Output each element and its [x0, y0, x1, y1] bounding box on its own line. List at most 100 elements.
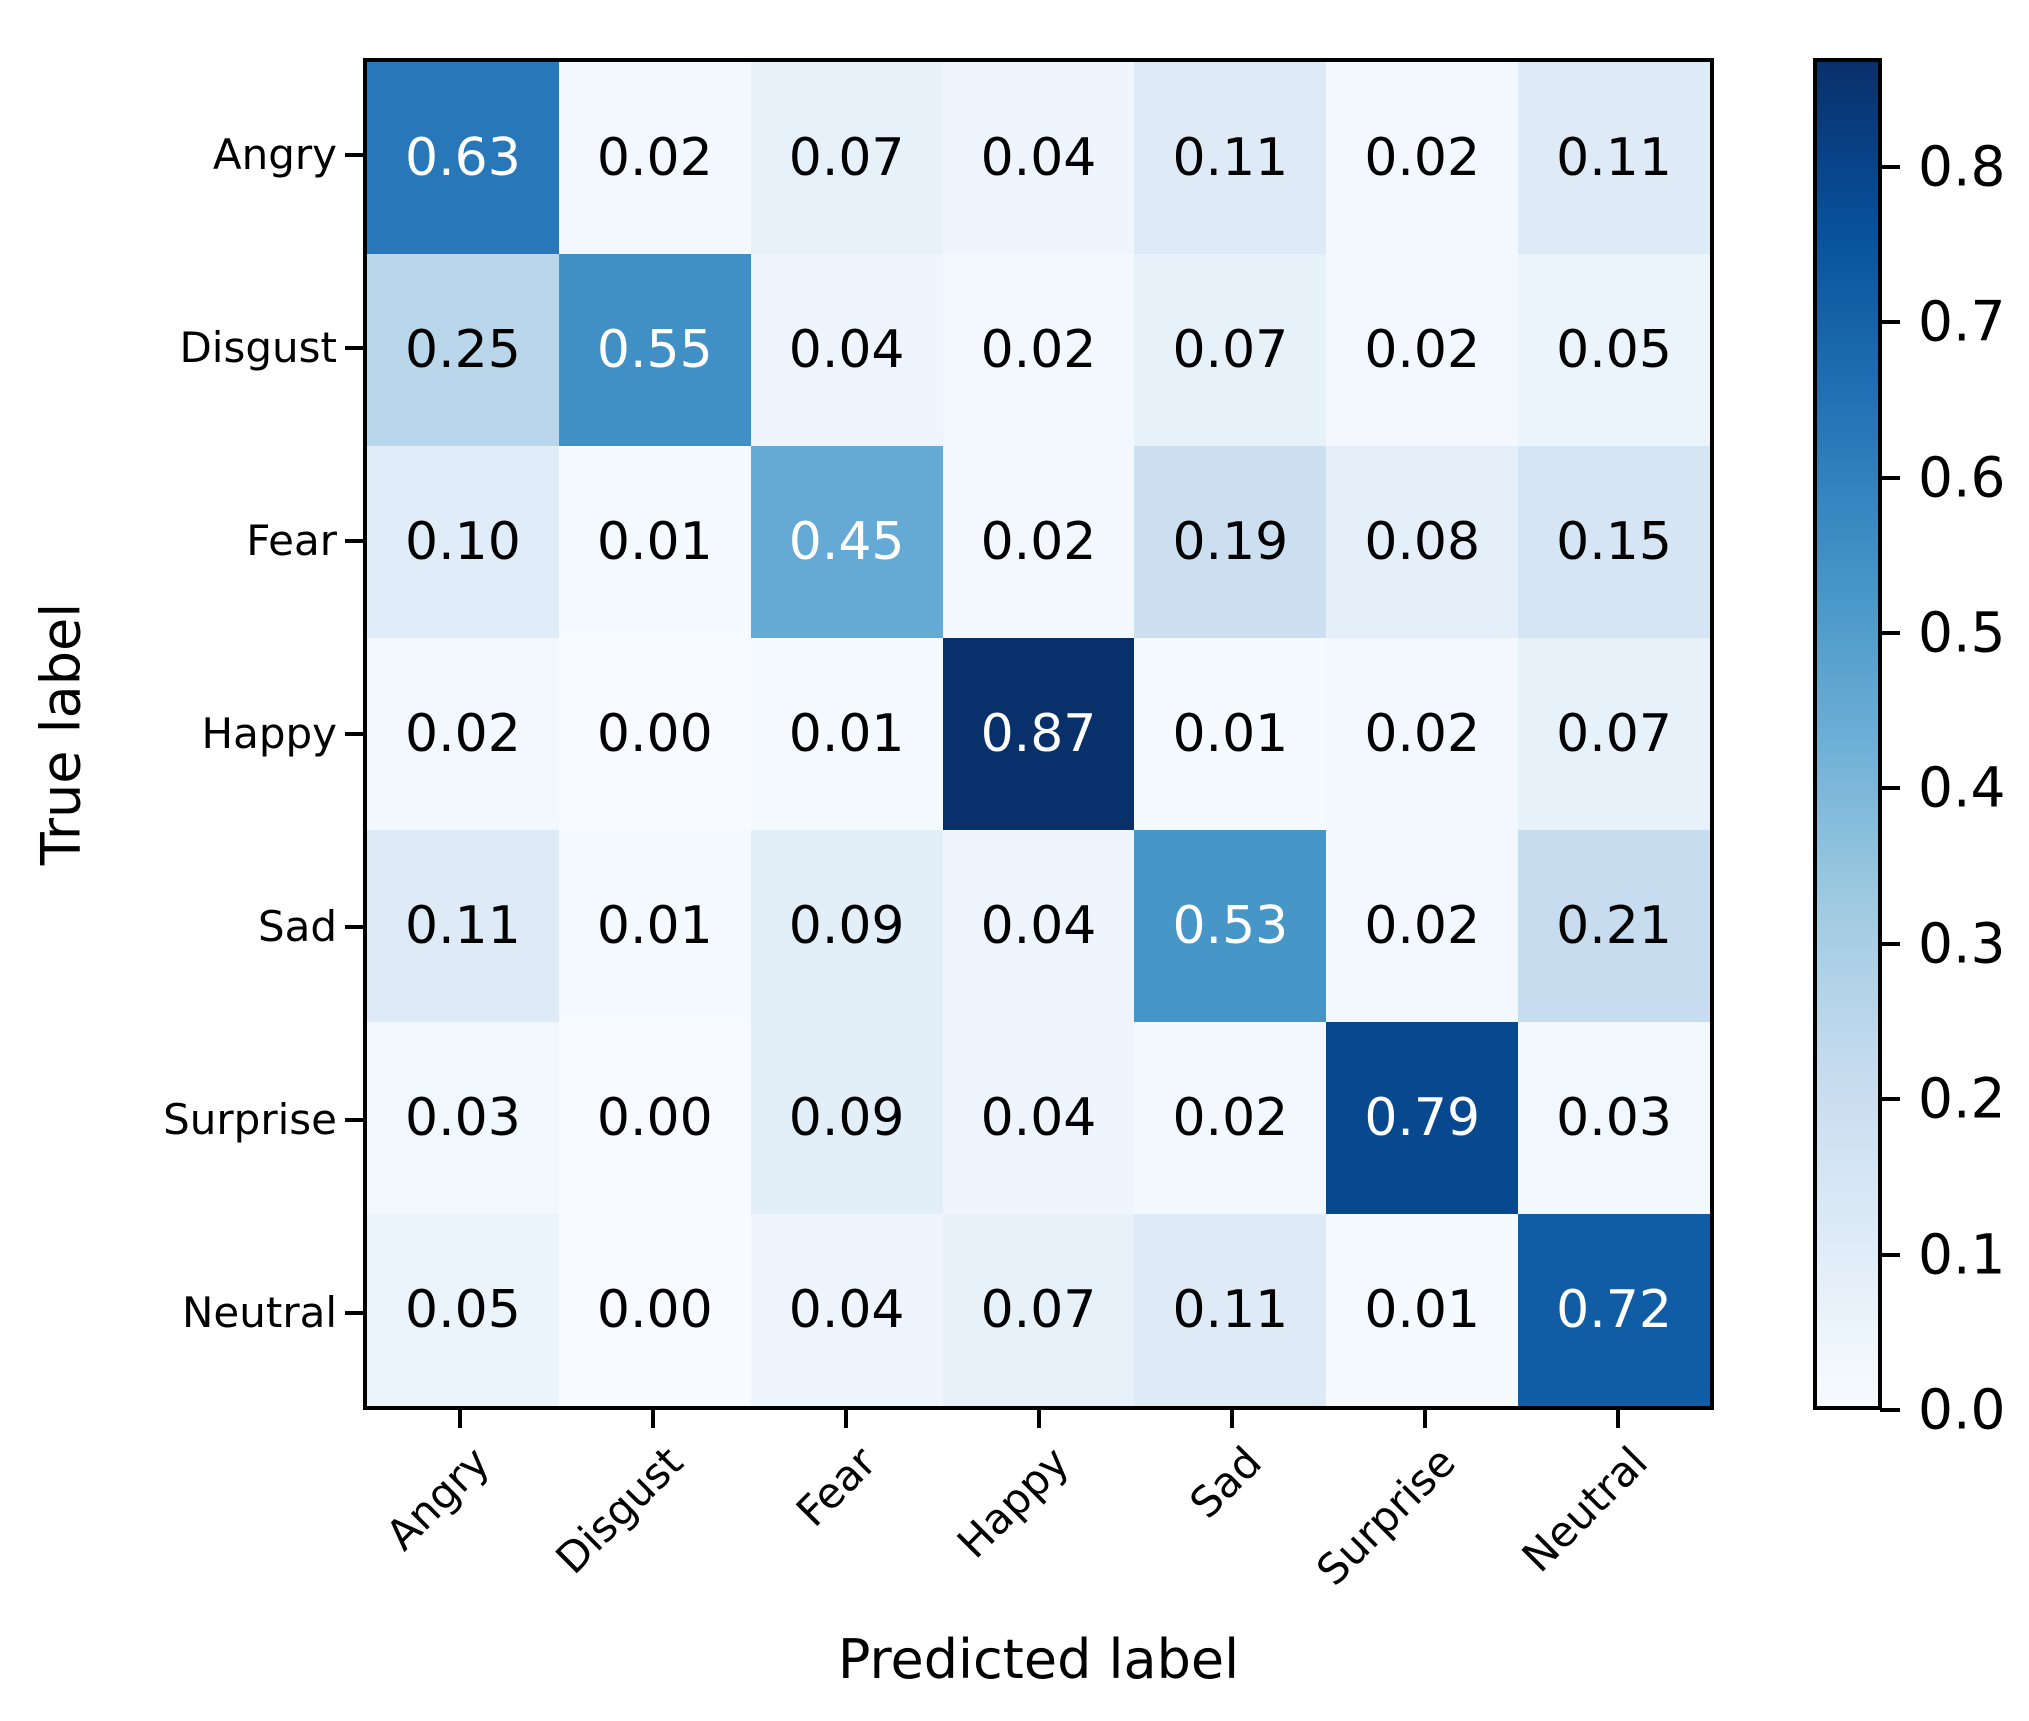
- heatmap-cell: 0.01: [558, 830, 751, 1022]
- heatmap-cell: 0.04: [942, 830, 1135, 1022]
- x-tick-mark: [1615, 1410, 1620, 1428]
- heatmap-cell: 0.11: [1134, 62, 1327, 254]
- x-tick-mark: [650, 1410, 655, 1428]
- heatmap-cell: 0.04: [750, 1214, 943, 1406]
- x-tick-label: Angry: [376, 1437, 500, 1560]
- colorbar-tick-label: 0.0: [1918, 1377, 2006, 1442]
- heatmap-cell: 0.72: [1518, 1214, 1710, 1406]
- heatmap-cell: 0.19: [1134, 446, 1327, 638]
- x-tick-label: Sad: [1180, 1437, 1272, 1528]
- x-axis-title: Predicted label: [837, 1628, 1240, 1691]
- heatmap-cell: 0.02: [1326, 830, 1519, 1022]
- y-tick-label: Disgust: [179, 322, 337, 372]
- heatmap-cell: 0.53: [1134, 830, 1327, 1022]
- heatmap-cell: 0.05: [1518, 254, 1710, 446]
- x-tick-label: Disgust: [546, 1437, 693, 1584]
- x-tick-label: Fear: [786, 1437, 886, 1536]
- y-tick-mark: [345, 1311, 363, 1316]
- x-tick-mark: [1229, 1410, 1234, 1428]
- y-tick-label: Surprise: [163, 1095, 337, 1145]
- heatmap-cell: 0.02: [1326, 62, 1519, 254]
- heatmap-cell: 0.02: [558, 62, 751, 254]
- x-tick-label: Neutral: [1513, 1437, 1658, 1582]
- colorbar-tick-mark: [1880, 941, 1900, 946]
- x-tick-mark: [1036, 1410, 1041, 1428]
- heatmap-cell: 0.45: [750, 446, 943, 638]
- heatmap-cell: 0.15: [1518, 446, 1710, 638]
- heatmap-cell: 0.00: [558, 1214, 751, 1406]
- y-tick-mark: [345, 925, 363, 930]
- colorbar-tick-label: 0.2: [1918, 1066, 2006, 1131]
- heatmap-cell: 0.02: [1134, 1022, 1327, 1214]
- heatmap-cell: 0.01: [750, 638, 943, 830]
- colorbar-tick-label: 0.3: [1918, 911, 2006, 976]
- heatmap-cell: 0.05: [367, 1214, 559, 1406]
- colorbar-tick-mark: [1880, 320, 1900, 325]
- y-tick-mark: [345, 538, 363, 543]
- heatmap-axes: 0.63 0.02 0.07 0.04 0.11 0.02 0.11 0.25 0.55 0.04…: [363, 58, 1714, 1410]
- heatmap-cell: 0.02: [1326, 638, 1519, 830]
- heatmap-cell: 0.07: [1134, 254, 1327, 446]
- heatmap-cell: 0.01: [1326, 1214, 1519, 1406]
- colorbar-tick-mark: [1880, 1097, 1900, 1102]
- x-tick-label: Happy: [947, 1437, 1079, 1568]
- heatmap-cell: 0.11: [1518, 62, 1710, 254]
- heatmap-cell: 0.79: [1326, 1022, 1519, 1214]
- heatmap-cell: 0.07: [750, 62, 943, 254]
- heatmap-cell: 0.01: [558, 446, 751, 638]
- x-tick-mark: [843, 1410, 848, 1428]
- heatmap-cell: 0.11: [1134, 1214, 1327, 1406]
- heatmap-cell: 0.02: [1326, 254, 1519, 446]
- heatmap-cell: 0.02: [367, 638, 559, 830]
- colorbar-tick-mark: [1880, 164, 1900, 169]
- y-tick-label: Neutral: [181, 1288, 337, 1338]
- y-tick-mark: [345, 732, 363, 736]
- y-tick-mark: [345, 345, 363, 350]
- colorbar-tick-label: 0.6: [1918, 445, 2006, 510]
- heatmap-cell: 0.04: [750, 254, 943, 446]
- heatmap-cell: 0.03: [1518, 1022, 1710, 1214]
- colorbar-tick-mark: [1880, 630, 1900, 635]
- heatmap-cell: 0.07: [1518, 638, 1710, 830]
- colorbar-tick-mark: [1880, 1252, 1900, 1257]
- colorbar-tick-mark: [1880, 475, 1900, 480]
- y-tick-mark: [345, 152, 363, 157]
- heatmap-cell: 0.55: [558, 254, 751, 446]
- heatmap-cell: 0.09: [750, 830, 943, 1022]
- heatmap-cell: 0.87: [942, 638, 1135, 830]
- y-tick-mark: [345, 1118, 363, 1123]
- colorbar-tick-mark: [1880, 1408, 1900, 1412]
- heatmap-cell: 0.00: [558, 638, 751, 830]
- y-tick-label: Sad: [257, 902, 337, 952]
- heatmap-cell: 0.09: [750, 1022, 943, 1214]
- heatmap-cell: 0.63: [367, 62, 559, 254]
- heatmap-cell: 0.25: [367, 254, 559, 446]
- heatmap-cell: 0.07: [942, 1214, 1135, 1406]
- colorbar-tick-label: 0.8: [1918, 134, 2006, 199]
- colorbar-tick-label: 0.5: [1918, 600, 2006, 665]
- heatmap-cell: 0.00: [558, 1022, 751, 1214]
- heatmap-cell: 0.02: [942, 254, 1135, 446]
- colorbar: [1813, 58, 1882, 1410]
- colorbar-tick-label: 0.7: [1918, 289, 2006, 354]
- y-axis-title: True label: [29, 602, 93, 866]
- heatmap-cell: 0.01: [1134, 638, 1327, 830]
- y-tick-label: Happy: [201, 709, 338, 758]
- y-tick-label: Fear: [246, 515, 337, 565]
- colorbar-tick-mark: [1880, 786, 1900, 791]
- y-tick-label: Angry: [212, 129, 337, 179]
- heatmap-cell: 0.08: [1326, 446, 1519, 638]
- heatmap-cell: 0.03: [367, 1022, 559, 1214]
- heatmap-grid: 0.63 0.02 0.07 0.04 0.11 0.02 0.11 0.25 0.55 0.04…: [367, 62, 1710, 1406]
- heatmap-cell: 0.04: [942, 62, 1135, 254]
- heatmap-cell: 0.02: [942, 446, 1135, 638]
- colorbar-tick-label: 0.1: [1918, 1222, 2006, 1287]
- heatmap-cell: 0.04: [942, 1022, 1135, 1214]
- heatmap-cell: 0.11: [367, 830, 559, 1022]
- x-tick-mark: [457, 1410, 462, 1428]
- x-tick-mark: [1422, 1410, 1427, 1428]
- heatmap-cell: 0.21: [1518, 830, 1710, 1022]
- colorbar-tick-label: 0.4: [1918, 755, 2006, 820]
- x-tick-label: Surprise: [1306, 1437, 1465, 1595]
